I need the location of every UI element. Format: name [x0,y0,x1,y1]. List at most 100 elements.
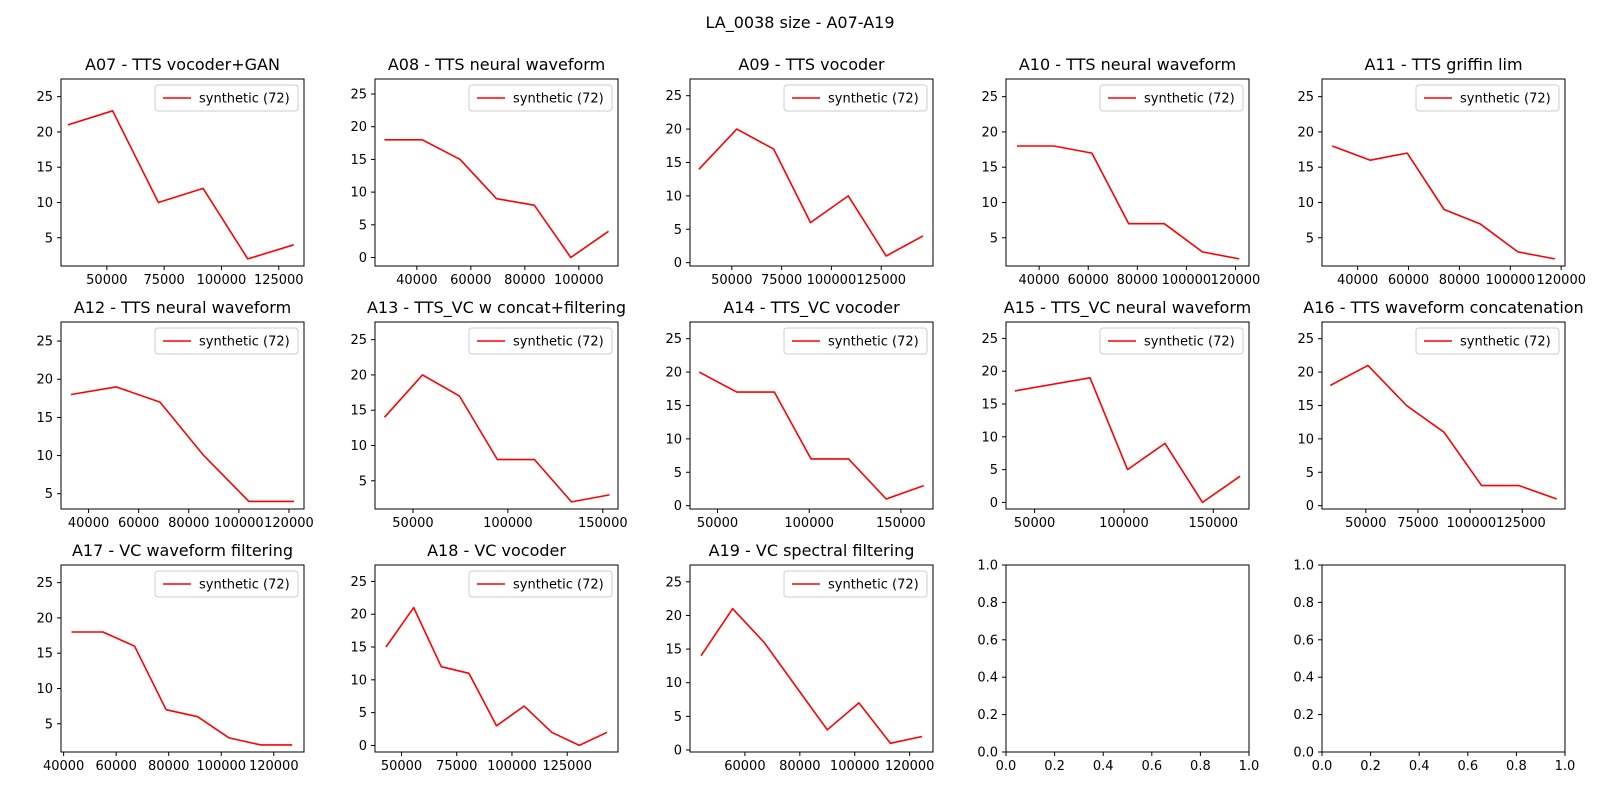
legend-box [1415,84,1560,112]
x-tick-label: 60000 [450,273,491,288]
subplot-title: A16 - TTS waveform concatenation [1303,298,1583,317]
series-line [1329,364,1557,500]
y-tick-label: 20 [36,373,53,388]
y-tick-label: 0.0 [977,746,998,761]
x-tick-label: 125000 [254,273,304,288]
x-tick-label: 120000 [264,516,314,531]
x-tick-label: 0.4 [1409,759,1430,774]
subplot-7: A13 - TTS_VC w concat+filtering 5 10 15 20 25… [350,298,627,531]
y-tick-label: 15 [1297,399,1314,414]
y-tick-label: 15 [665,156,682,171]
x-tick-label: 80000 [1117,273,1158,288]
y-tick-label: 0 [1306,499,1314,514]
x-tick-label: 0.6 [1457,759,1478,774]
x-tick-label: 50000 [86,273,127,288]
legend-box [783,84,928,112]
y-tick-label: 5 [990,231,998,246]
y-tick-label: 15 [665,643,682,658]
y-tick-label: 15 [36,161,53,176]
y-tick-label: 5 [45,717,53,732]
y-tick-label: 0.4 [977,671,998,686]
legend-box [783,570,928,598]
y-tick-label: 0 [674,256,682,271]
y-tick-label: 25 [981,90,998,105]
x-tick-label: 125000 [542,759,592,774]
y-tick-label: 20 [665,366,682,381]
series-line [700,607,923,745]
axes-frame [1321,78,1566,267]
y-tick-label: 20 [665,123,682,138]
axes-frame [374,78,619,267]
axes-frame [374,564,619,753]
y-tick-label: 5 [674,223,682,238]
axes-frame [689,78,934,267]
y-tick-label: 20 [665,609,682,624]
x-tick-label: 75000 [143,273,184,288]
legend: synthetic (72) [1415,84,1560,112]
x-tick-label: 75000 [1397,516,1438,531]
legend-box [154,327,299,355]
x-tick-label: 60000 [95,759,136,774]
axes-frame [1321,564,1566,753]
y-tick-label: 5 [45,487,53,502]
legend-label: synthetic (72) [513,335,604,350]
x-tick-label: 50000 [697,516,738,531]
y-tick-label: 0 [990,496,998,511]
series-line [1331,145,1555,260]
axes-frame [1321,321,1566,510]
x-tick-label: 0.4 [1093,759,1114,774]
x-tick-label: 80000 [779,759,820,774]
legend-label: synthetic (72) [199,578,290,593]
legend: synthetic (72) [154,570,299,598]
x-tick-label: 40000 [68,516,109,531]
y-tick-label: 10 [350,439,367,454]
series-line [1014,376,1241,504]
subplot-9: A15 - TTS_VC neural waveform 0 5 10 15 20 25 50… [981,298,1251,531]
y-tick-label: 10 [665,676,682,691]
y-tick-label: 0 [359,739,367,754]
y-tick-label: 5 [990,463,998,478]
legend: synthetic (72) [154,84,299,112]
subplot-6: A12 - TTS neural waveform 5 10 15 20 25 40000 6… [36,298,313,531]
x-tick-label: 0.0 [996,759,1017,774]
axes-frame [1005,78,1250,267]
x-tick-label: 80000 [1439,273,1480,288]
x-tick-label: 1.0 [1239,759,1260,774]
legend: synthetic (72) [468,84,613,112]
subplot-title: A15 - TTS_VC neural waveform [1004,298,1251,318]
x-tick-label: 50000 [711,273,752,288]
subplot-14: 0.0 0.2 0.4 0.6 0.8 1.0 0.0 0.2 0.4 0.6 0.8 1.0 [977,559,1259,775]
x-tick-label: 60000 [1068,273,1109,288]
x-tick-label: 100000 [214,516,264,531]
y-tick-label: 15 [350,404,367,419]
legend: synthetic (72) [154,327,299,355]
series-line [383,374,610,503]
y-tick-label: 15 [36,411,53,426]
y-tick-label: 5 [359,218,367,233]
y-tick-label: 0.2 [977,708,998,723]
y-tick-label: 10 [981,196,998,211]
y-tick-label: 0.0 [1293,746,1314,761]
y-tick-label: 15 [665,399,682,414]
legend-label: synthetic (72) [513,578,604,593]
y-tick-label: 1.0 [977,559,998,574]
y-tick-label: 0.8 [1293,596,1314,611]
y-tick-label: 5 [1306,466,1314,481]
x-tick-label: 100000 [784,516,834,531]
x-tick-label: 50000 [1345,516,1386,531]
x-tick-label: 100000 [830,759,880,774]
axes-frame [1005,564,1250,753]
x-tick-label: 40000 [1018,273,1059,288]
legend-label: synthetic (72) [1460,92,1551,107]
y-tick-label: 5 [359,706,367,721]
subplot-13: A19 - VC spectral filtering 0 5 10 15 20 25 600… [665,541,934,774]
x-tick-label: 100000 [1485,273,1535,288]
y-tick-label: 5 [45,231,53,246]
y-tick-label: 0.6 [977,633,998,648]
x-tick-label: 1.0 [1555,759,1576,774]
series-line [384,139,609,259]
y-tick-label: 0.2 [1293,708,1314,723]
y-tick-label: 0 [674,743,682,758]
y-tick-label: 15 [350,641,367,656]
